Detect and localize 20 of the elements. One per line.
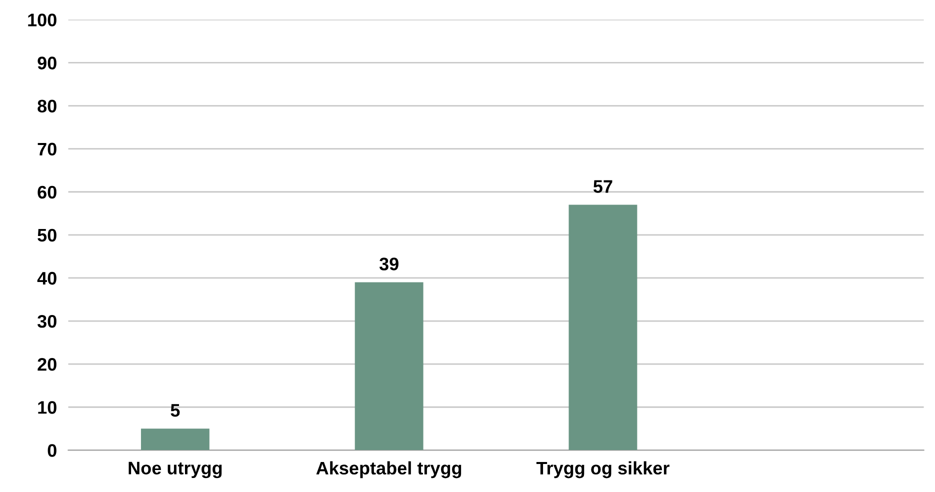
bar — [568, 204, 638, 450]
x-tick-label: Akseptabel trygg — [316, 461, 462, 478]
y-tick-label: 30 — [37, 314, 56, 328]
y-tick-label: 90 — [38, 56, 56, 70]
y-tick-label: 70 — [38, 142, 56, 156]
bar — [140, 428, 210, 450]
x-tick-label: Noe utrygg — [128, 462, 222, 478]
data-label: 57 — [593, 180, 612, 193]
data-label: 5 — [170, 404, 180, 417]
bar — [354, 282, 424, 450]
y-tick-label: 10 — [38, 401, 56, 414]
y-tick-label: 50 — [38, 228, 56, 242]
data-label: 39 — [379, 258, 398, 270]
y-tick-label: 100 — [28, 14, 56, 26]
y-tick-label: 60 — [38, 186, 56, 199]
x-tick-label: Trygg og sikker — [536, 461, 670, 478]
y-tick-label: 0 — [48, 444, 56, 457]
y-tick-label: 20 — [38, 358, 56, 371]
y-tick-label: 80 — [38, 100, 56, 112]
y-tick-label: 40 — [37, 272, 56, 285]
